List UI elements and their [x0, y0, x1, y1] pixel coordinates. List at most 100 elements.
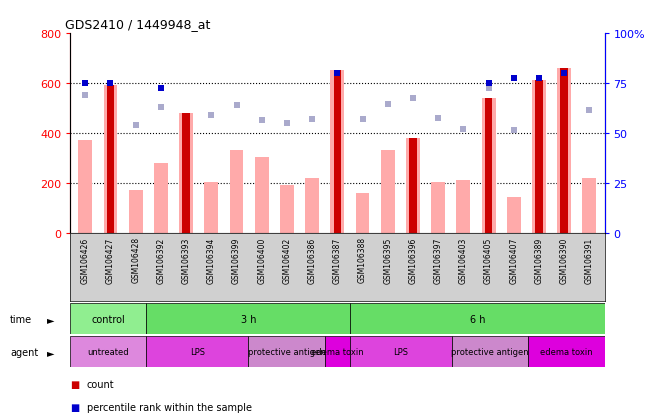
Bar — [532, 81, 546, 233]
Point — [559, 71, 570, 77]
Bar — [333, 71, 341, 233]
Point — [433, 115, 444, 122]
Bar — [482, 99, 496, 233]
Point — [332, 71, 343, 77]
Text: ►: ► — [47, 314, 54, 324]
Point — [156, 85, 166, 92]
Bar — [104, 86, 118, 233]
Bar — [129, 191, 142, 233]
Text: edema toxin: edema toxin — [311, 348, 363, 356]
Text: GSM106400: GSM106400 — [257, 237, 267, 283]
Text: GSM106390: GSM106390 — [560, 237, 568, 283]
Text: 6 h: 6 h — [470, 314, 485, 324]
Bar — [350, 304, 605, 335]
Bar — [78, 141, 92, 233]
Bar — [528, 337, 605, 368]
Bar — [305, 178, 319, 233]
Text: GDS2410 / 1449948_at: GDS2410 / 1449948_at — [65, 18, 210, 31]
Point — [282, 120, 293, 127]
Bar — [507, 197, 521, 233]
Text: protective antigen: protective antigen — [248, 348, 325, 356]
Bar — [248, 337, 325, 368]
Text: GSM106402: GSM106402 — [283, 237, 291, 283]
Text: GSM106391: GSM106391 — [585, 237, 594, 283]
Text: ■: ■ — [70, 402, 79, 412]
Bar — [331, 71, 344, 233]
Point — [105, 81, 116, 87]
Bar — [456, 181, 470, 233]
Point — [307, 116, 317, 123]
Bar — [146, 304, 350, 335]
Text: untreated: untreated — [88, 348, 129, 356]
Point — [206, 113, 216, 119]
Bar — [409, 139, 417, 233]
Text: LPS: LPS — [190, 348, 205, 356]
Text: time: time — [10, 314, 32, 324]
Text: LPS: LPS — [393, 348, 408, 356]
Text: ►: ► — [47, 347, 54, 357]
Text: GSM106394: GSM106394 — [207, 237, 216, 283]
Bar — [280, 186, 294, 233]
Text: GSM106405: GSM106405 — [484, 237, 493, 283]
Text: agent: agent — [10, 347, 38, 357]
Bar — [70, 337, 146, 368]
Text: ■: ■ — [70, 379, 79, 389]
Bar — [381, 151, 395, 233]
Point — [231, 103, 242, 109]
Text: GSM106389: GSM106389 — [534, 237, 544, 283]
Text: edema toxin: edema toxin — [540, 348, 593, 356]
Point — [156, 104, 166, 111]
Bar — [535, 81, 543, 233]
Text: count: count — [87, 379, 114, 389]
Point — [534, 78, 544, 85]
Text: GSM106397: GSM106397 — [434, 237, 443, 283]
Text: GSM106403: GSM106403 — [459, 237, 468, 283]
Point — [357, 116, 368, 123]
Bar — [182, 114, 190, 233]
Text: 3 h: 3 h — [240, 314, 256, 324]
Point — [508, 76, 519, 82]
Point — [257, 118, 267, 124]
Point — [382, 102, 393, 108]
Text: GSM106427: GSM106427 — [106, 237, 115, 283]
Text: GSM106393: GSM106393 — [182, 237, 190, 283]
Text: GSM106428: GSM106428 — [131, 237, 140, 283]
Bar — [255, 157, 269, 233]
Text: GSM106392: GSM106392 — [156, 237, 166, 283]
Bar — [325, 337, 350, 368]
Text: percentile rank within the sample: percentile rank within the sample — [87, 402, 252, 412]
Bar — [406, 139, 420, 233]
Text: GSM106426: GSM106426 — [81, 237, 90, 283]
Point — [483, 85, 494, 92]
Point — [407, 95, 418, 102]
Point — [130, 123, 141, 129]
Point — [80, 81, 91, 87]
Text: GSM106395: GSM106395 — [383, 237, 392, 283]
Point — [181, 115, 192, 122]
Bar — [107, 86, 114, 233]
Bar — [582, 178, 597, 233]
Bar — [350, 337, 452, 368]
Point — [584, 108, 595, 114]
Bar — [179, 114, 193, 233]
Bar — [230, 151, 243, 233]
Text: GSM106388: GSM106388 — [358, 237, 367, 283]
Bar — [452, 337, 528, 368]
Point — [105, 85, 116, 92]
Bar — [70, 304, 146, 335]
Bar — [154, 164, 168, 233]
Point — [458, 126, 469, 133]
Point — [559, 71, 570, 77]
Text: GSM106399: GSM106399 — [232, 237, 241, 283]
Bar — [432, 182, 445, 233]
Text: GSM106396: GSM106396 — [408, 237, 418, 283]
Point — [483, 81, 494, 87]
Text: control: control — [92, 314, 125, 324]
Text: GSM106386: GSM106386 — [308, 237, 317, 283]
Text: protective antigen: protective antigen — [451, 348, 529, 356]
Bar — [485, 99, 492, 233]
Text: GSM106387: GSM106387 — [333, 237, 342, 283]
Bar — [146, 337, 248, 368]
Bar — [557, 69, 571, 233]
Point — [332, 71, 343, 77]
